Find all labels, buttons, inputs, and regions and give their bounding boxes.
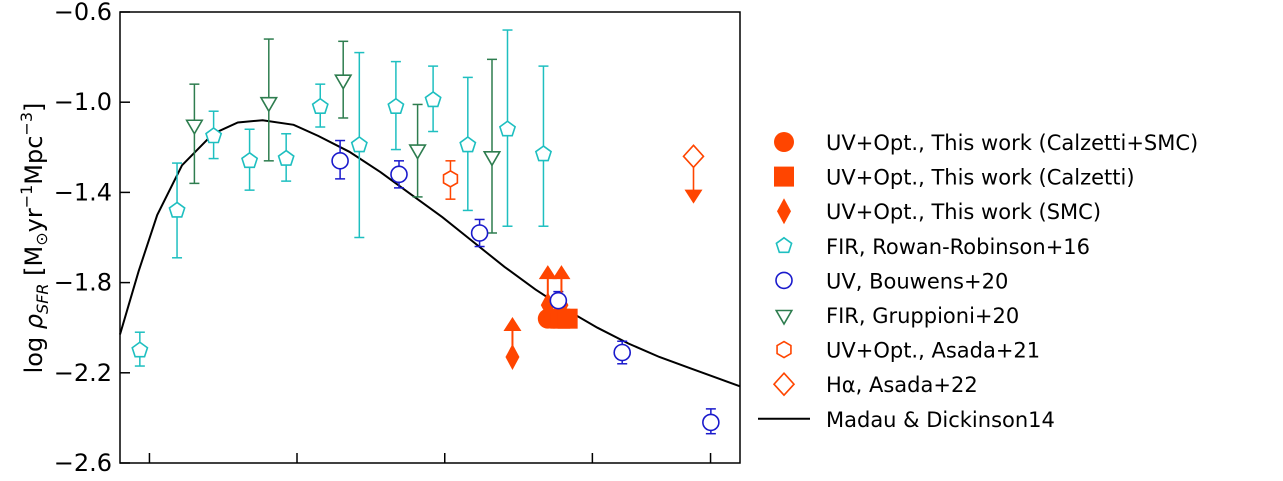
data-point [682, 144, 705, 169]
data-point [498, 120, 517, 137]
legend-label: UV+Opt., This work (Calzetti+SMC) [826, 131, 1198, 155]
limit-arrow-head [552, 265, 571, 280]
limit-arrow-head [684, 189, 703, 204]
data-point [505, 344, 520, 371]
y-axis-label: log ρSFR [M⊙yr−1Mpc−3] [17, 103, 52, 374]
legend-label: UV+Opt., Asada+21 [826, 339, 1040, 363]
data-point [241, 151, 259, 169]
data-point [549, 291, 568, 310]
legend-label: UV+Opt., This work (Calzetti) [826, 166, 1135, 190]
plot-frame [119, 11, 741, 464]
data-point [702, 413, 720, 432]
y-tick-label: −2.2 [54, 359, 112, 387]
data-point [350, 136, 368, 153]
data-point [185, 119, 204, 136]
legend-label: UV, Bouwens+20 [826, 269, 1008, 293]
legend-marker [775, 236, 793, 254]
axes: −0.6 −1.0 −1.4 −1.8 −2.2 −2.6 [54, 0, 741, 477]
y-axis-label-exp: −3 [17, 112, 36, 136]
y-axis-label-rho: ρ [20, 314, 48, 329]
legend-marker [774, 166, 794, 187]
data-point [482, 151, 502, 167]
data-point [205, 127, 223, 144]
data-point [459, 136, 477, 153]
y-axis-label-sub: SFR [33, 283, 52, 313]
limit-arrow-head [538, 265, 557, 280]
y-tick-label: −0.6 [54, 0, 112, 26]
data-point [613, 343, 632, 362]
data-point [311, 97, 329, 114]
data-point [168, 201, 186, 218]
y-axis-label-part: ] [20, 103, 48, 112]
y-tick-label: −1.4 [54, 178, 112, 206]
legend-marker [775, 271, 793, 290]
data-point [334, 74, 353, 91]
legend-label: Madau & Dickinson14 [826, 408, 1055, 432]
data-point [131, 341, 149, 358]
limit-arrow-head [503, 317, 522, 332]
y-axis-label-part: log [20, 329, 48, 373]
legend-marker [777, 198, 791, 225]
y-axis-label-part: [M [20, 246, 48, 284]
y-axis-label-sun: ⊙ [32, 232, 51, 245]
data-point [331, 152, 349, 170]
y-axis-label-part: yr [20, 208, 48, 232]
data-point [408, 144, 427, 161]
data-point [390, 165, 408, 184]
y-axis-label-part: Mpc [20, 136, 48, 185]
data-point [424, 90, 442, 108]
data-point [470, 224, 489, 242]
model-curve [119, 119, 741, 388]
legend-marker [776, 340, 792, 359]
y-tick-label: −1.8 [54, 269, 112, 297]
data-point [442, 169, 459, 188]
legend-label: FIR, Rowan-Robinson+16 [826, 235, 1090, 259]
plot-area [119, 29, 741, 435]
legend-marker [774, 132, 794, 152]
y-tick-label: −2.6 [54, 449, 112, 477]
legend-label: FIR, Gruppioni+20 [826, 304, 1019, 328]
y-tick-label: −1.0 [54, 88, 112, 116]
data-point [387, 97, 405, 114]
data-point [534, 145, 553, 162]
legend: UV+Opt., This work (Calzetti+SMC) UV+Opt.… [758, 131, 1198, 432]
legend-marker [774, 309, 794, 326]
data-point [259, 96, 278, 113]
y-axis-label-exp: −1 [17, 185, 36, 209]
legend-label: Hα, Asada+22 [826, 373, 978, 397]
legend-marker [772, 372, 796, 397]
data-point [277, 149, 295, 166]
legend-label: UV+Opt., This work (SMC) [826, 200, 1101, 224]
